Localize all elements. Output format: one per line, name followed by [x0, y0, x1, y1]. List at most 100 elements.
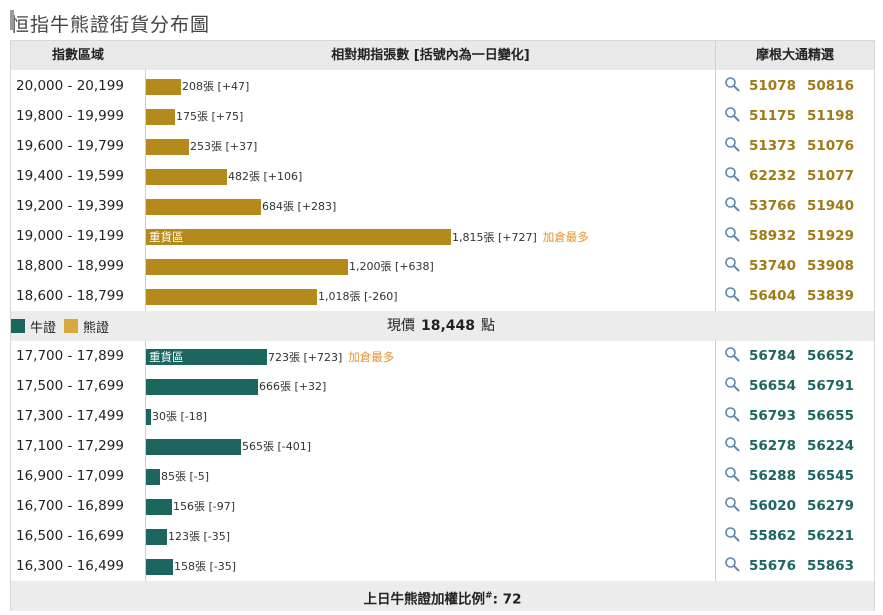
jpm-warrant-code[interactable]: 55676 [749, 558, 796, 574]
jpm-warrant-code[interactable]: 56279 [807, 498, 854, 514]
contracts-bar [146, 289, 317, 305]
jpm-warrant-code[interactable]: 56654 [749, 378, 796, 394]
jpm-warrant-code[interactable]: 56288 [749, 468, 796, 484]
jpm-warrant-code[interactable]: 56224 [807, 438, 854, 454]
divider [145, 341, 146, 581]
search-icon[interactable] [724, 166, 740, 182]
jpm-warrant-code[interactable]: 51940 [807, 198, 854, 214]
current-price-unit: 點 [481, 318, 496, 334]
search-icon[interactable] [724, 76, 740, 92]
index-range: 19,600 - 19,799 [16, 138, 124, 154]
jpm-warrant-code[interactable]: 55862 [749, 528, 796, 544]
legend-bull-label: 牛證 [30, 320, 57, 336]
legend-bull: 牛證 [11, 317, 56, 336]
jpm-warrant-code[interactable]: 56278 [749, 438, 796, 454]
search-icon[interactable] [724, 466, 740, 482]
contracts-value: 1,200張 [+638] [349, 260, 434, 273]
heavy-zone-label: 重貨區 [149, 230, 184, 244]
bull-row: 17,300 - 17,499 30張 [-18] 56793 56655 [11, 401, 874, 431]
index-range: 18,600 - 18,799 [16, 288, 124, 304]
index-range: 17,500 - 17,699 [16, 378, 124, 394]
page-title: 恒指牛熊證街貨分布圖 [10, 10, 210, 36]
bear-row: 18,600 - 18,799 1,018張 [-260] 56404 53839 [11, 281, 874, 311]
index-range: 16,300 - 16,499 [16, 558, 124, 574]
contracts-value: 30張 [-18] [152, 410, 208, 423]
bull-row: 16,700 - 16,899 156張 [-97] 56020 56279 [11, 491, 874, 521]
jpm-warrant-code[interactable]: 53908 [807, 258, 854, 274]
weighted-ratio-footer: 上日牛熊證加權比例#: 72 [11, 581, 874, 611]
search-icon[interactable] [724, 286, 740, 302]
search-icon[interactable] [724, 406, 740, 422]
divider [715, 341, 716, 581]
index-range: 19,800 - 19,999 [16, 108, 124, 124]
bull-row: 17,700 - 17,899 重貨區 723張 [+723] 加倉最多 56784 56… [11, 341, 874, 371]
search-icon[interactable] [724, 106, 740, 122]
bear-row: 19,800 - 19,999 175張 [+75] 51175 51198 [11, 101, 874, 131]
jpm-warrant-code[interactable]: 56221 [807, 528, 854, 544]
jpm-warrant-code[interactable]: 53766 [749, 198, 796, 214]
contracts-value: 1,815張 [+727] 加倉最多 [452, 230, 589, 244]
index-range: 18,800 - 18,999 [16, 258, 124, 274]
jpm-warrant-code[interactable]: 50816 [807, 78, 854, 94]
jpm-warrant-code[interactable]: 51373 [749, 138, 796, 154]
jpm-warrant-code[interactable]: 53839 [807, 288, 854, 304]
search-icon[interactable] [724, 436, 740, 452]
index-range: 16,700 - 16,899 [16, 498, 124, 514]
search-icon[interactable] [724, 196, 740, 212]
heavy-zone-label: 重貨區 [149, 350, 184, 364]
cbbc-distribution-table: 指數區域 相對期指張數 [括號內為一日變化] 摩根大通精選 20,000 - 2… [10, 40, 875, 611]
search-icon[interactable] [724, 136, 740, 152]
header-jpm: 摩根大通精選 [755, 48, 834, 63]
bull-row: 17,100 - 17,299 565張 [-401] 56278 56224 [11, 431, 874, 461]
current-price-bar: 牛證 熊證 現價 18,448 點 [11, 311, 874, 341]
jpm-warrant-code[interactable]: 58932 [749, 228, 796, 244]
contracts-bar [146, 169, 227, 185]
divider [145, 70, 146, 311]
jpm-warrant-code[interactable]: 51078 [749, 78, 796, 94]
contracts-bar: 重貨區 [146, 349, 267, 365]
contracts-bar [146, 529, 167, 545]
search-icon[interactable] [724, 376, 740, 392]
search-icon[interactable] [724, 226, 740, 242]
jpm-warrant-code[interactable]: 56784 [749, 348, 796, 364]
index-range: 16,900 - 17,099 [16, 468, 124, 484]
jpm-warrant-code[interactable]: 56652 [807, 348, 854, 364]
search-icon[interactable] [724, 346, 740, 362]
search-icon[interactable] [724, 496, 740, 512]
jpm-warrant-code[interactable]: 55863 [807, 558, 854, 574]
max-increase-note: 加倉最多 [348, 350, 395, 364]
current-price: 現價 18,448 點 [311, 311, 571, 341]
jpm-warrant-code[interactable]: 56791 [807, 378, 854, 394]
jpm-warrant-code[interactable]: 56404 [749, 288, 796, 304]
contracts-bar [146, 139, 189, 155]
jpm-warrant-code[interactable]: 51175 [749, 108, 796, 124]
jpm-warrant-code[interactable]: 56545 [807, 468, 854, 484]
index-range: 17,300 - 17,499 [16, 408, 124, 424]
search-icon[interactable] [724, 256, 740, 272]
jpm-warrant-code[interactable]: 51077 [807, 168, 854, 184]
index-range: 19,200 - 19,399 [16, 198, 124, 214]
contracts-value: 156張 [-97] [173, 500, 236, 513]
contracts-value: 723張 [+723] 加倉最多 [268, 350, 395, 364]
search-icon[interactable] [724, 526, 740, 542]
current-price-label: 現價 [386, 318, 415, 334]
contracts-bar [146, 469, 160, 485]
jpm-warrant-code[interactable]: 62232 [749, 168, 796, 184]
index-range: 19,000 - 19,199 [16, 228, 124, 244]
bear-row: 19,000 - 19,199 重貨區 1,815張 [+727] 加倉最多 58932… [11, 221, 874, 251]
jpm-warrant-code[interactable]: 51929 [807, 228, 854, 244]
index-range: 16,500 - 16,699 [16, 528, 124, 544]
search-icon[interactable] [724, 556, 740, 572]
contracts-bar [146, 559, 173, 575]
divider [715, 41, 716, 311]
index-range: 17,700 - 17,899 [16, 348, 124, 364]
bear-row: 19,600 - 19,799 253張 [+37] 51373 51076 [11, 131, 874, 161]
contracts-bar [146, 439, 241, 455]
jpm-warrant-code[interactable]: 56020 [749, 498, 796, 514]
max-increase-note: 加倉最多 [542, 230, 589, 244]
jpm-warrant-code[interactable]: 53740 [749, 258, 796, 274]
jpm-warrant-code[interactable]: 51198 [807, 108, 854, 124]
jpm-warrant-code[interactable]: 56793 [749, 408, 796, 424]
jpm-warrant-code[interactable]: 56655 [807, 408, 854, 424]
jpm-warrant-code[interactable]: 51076 [807, 138, 854, 154]
